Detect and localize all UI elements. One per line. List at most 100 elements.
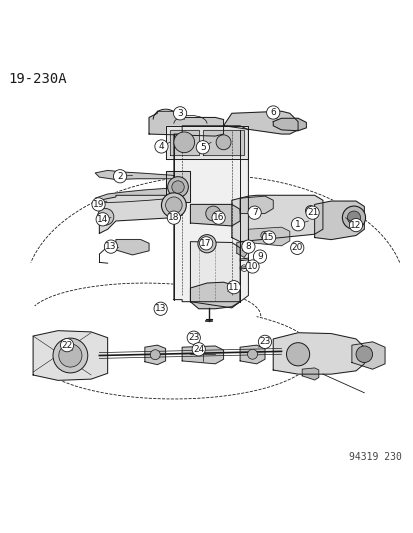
- Polygon shape: [145, 345, 165, 365]
- Polygon shape: [351, 342, 384, 369]
- Text: 18: 18: [168, 213, 179, 222]
- Circle shape: [161, 193, 186, 217]
- Circle shape: [347, 211, 360, 224]
- Circle shape: [167, 176, 188, 197]
- Text: 20: 20: [291, 244, 302, 252]
- Circle shape: [53, 338, 88, 373]
- Polygon shape: [314, 201, 363, 240]
- Text: 11: 11: [228, 282, 239, 292]
- Text: 21: 21: [306, 208, 318, 217]
- Text: 2: 2: [117, 172, 123, 181]
- Circle shape: [97, 208, 114, 225]
- Polygon shape: [173, 126, 248, 302]
- Polygon shape: [182, 346, 223, 364]
- Circle shape: [173, 107, 186, 120]
- Text: 7: 7: [251, 208, 257, 217]
- Text: 23: 23: [188, 333, 199, 342]
- Text: 94319 230: 94319 230: [348, 452, 401, 462]
- Text: 6: 6: [270, 108, 275, 117]
- Polygon shape: [240, 196, 273, 214]
- Circle shape: [167, 211, 180, 224]
- Polygon shape: [273, 118, 306, 131]
- Polygon shape: [33, 330, 107, 381]
- Circle shape: [96, 213, 109, 226]
- Circle shape: [262, 231, 275, 244]
- Circle shape: [171, 181, 184, 193]
- Circle shape: [241, 240, 254, 253]
- Circle shape: [305, 206, 315, 215]
- Polygon shape: [165, 126, 248, 159]
- Text: 22: 22: [61, 341, 73, 350]
- Polygon shape: [236, 241, 247, 257]
- Polygon shape: [273, 333, 363, 374]
- Text: 15: 15: [263, 233, 274, 242]
- Circle shape: [247, 206, 261, 219]
- Text: 10: 10: [246, 262, 258, 271]
- Polygon shape: [231, 195, 322, 241]
- Polygon shape: [165, 171, 190, 203]
- Text: 5: 5: [199, 143, 205, 152]
- Circle shape: [173, 132, 194, 152]
- Text: 1: 1: [294, 220, 300, 229]
- Polygon shape: [99, 195, 182, 233]
- Circle shape: [205, 206, 220, 221]
- Polygon shape: [95, 171, 173, 180]
- Polygon shape: [95, 188, 173, 203]
- Text: 8: 8: [245, 242, 251, 251]
- Polygon shape: [248, 227, 289, 246]
- Text: 3: 3: [177, 109, 183, 118]
- Circle shape: [258, 335, 271, 349]
- Circle shape: [104, 240, 117, 253]
- Circle shape: [245, 260, 259, 273]
- Circle shape: [92, 198, 105, 211]
- Polygon shape: [149, 111, 223, 136]
- Circle shape: [260, 231, 268, 240]
- Circle shape: [247, 349, 257, 359]
- Text: 16: 16: [212, 213, 224, 222]
- Text: 23: 23: [259, 337, 270, 346]
- Polygon shape: [202, 130, 244, 155]
- Polygon shape: [116, 240, 149, 255]
- Text: 17: 17: [200, 239, 211, 248]
- Polygon shape: [190, 282, 240, 309]
- Text: 4: 4: [158, 142, 164, 151]
- Circle shape: [192, 343, 205, 356]
- Polygon shape: [169, 130, 198, 155]
- Text: 14: 14: [97, 215, 108, 224]
- Circle shape: [165, 197, 182, 214]
- Text: 13: 13: [105, 242, 116, 251]
- Circle shape: [342, 206, 365, 229]
- Circle shape: [187, 331, 200, 344]
- Circle shape: [197, 235, 216, 253]
- Circle shape: [211, 211, 225, 224]
- Circle shape: [355, 346, 372, 362]
- Text: 19-230A: 19-230A: [8, 72, 67, 86]
- Circle shape: [60, 338, 74, 352]
- Circle shape: [227, 280, 240, 294]
- Circle shape: [154, 302, 167, 316]
- Polygon shape: [240, 345, 264, 364]
- Text: 12: 12: [349, 221, 361, 230]
- Circle shape: [291, 217, 304, 231]
- Circle shape: [253, 250, 266, 263]
- Circle shape: [196, 141, 209, 154]
- Circle shape: [154, 140, 168, 153]
- Circle shape: [59, 344, 82, 367]
- Circle shape: [113, 169, 126, 183]
- Polygon shape: [190, 204, 240, 226]
- Polygon shape: [190, 241, 240, 308]
- Circle shape: [349, 219, 362, 232]
- Text: 24: 24: [192, 345, 204, 354]
- Polygon shape: [301, 368, 318, 380]
- Polygon shape: [223, 111, 297, 134]
- Circle shape: [199, 237, 212, 250]
- Circle shape: [216, 135, 230, 150]
- Text: 13: 13: [154, 304, 166, 313]
- Circle shape: [286, 343, 309, 366]
- Text: 19: 19: [93, 200, 104, 209]
- Circle shape: [150, 350, 160, 360]
- Circle shape: [305, 206, 318, 219]
- Circle shape: [290, 241, 303, 254]
- Text: 9: 9: [256, 252, 262, 261]
- Circle shape: [266, 106, 279, 119]
